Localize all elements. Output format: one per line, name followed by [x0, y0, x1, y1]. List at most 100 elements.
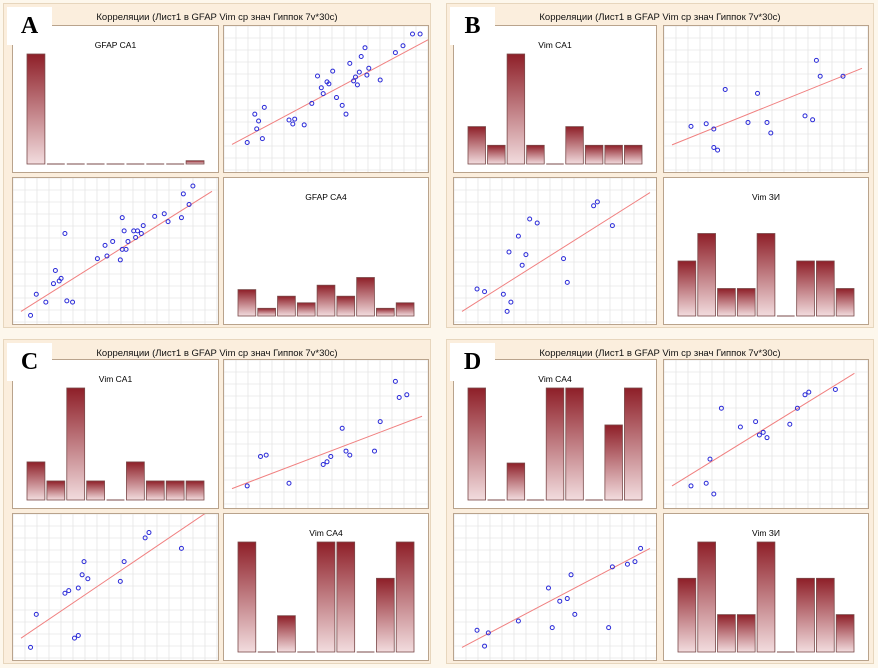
scatter-point [711, 126, 717, 132]
scatter-cell-lower [12, 513, 219, 661]
scatter-point [75, 633, 81, 639]
panel-title: Корреляции (Лист1 в GFAP Vim ср знач Гип… [539, 12, 781, 23]
scatter-point [71, 635, 77, 641]
scatter-point [707, 456, 713, 462]
histogram-bar [565, 126, 584, 165]
variable-label: Vim ЗИ [751, 192, 781, 202]
scatter-point [121, 228, 127, 234]
histogram-bar [816, 260, 835, 317]
scatter-point [482, 643, 488, 649]
scatter-point [474, 286, 480, 292]
scatter-point [564, 279, 570, 285]
scatter-cell-upper [223, 359, 429, 509]
regression-line [461, 547, 651, 648]
histogram-bar [376, 577, 395, 653]
scatter-point [688, 123, 694, 129]
scatter-point [66, 588, 72, 594]
histogram-bar [526, 144, 545, 165]
scatter-point [806, 389, 812, 395]
scatter-point [326, 81, 332, 87]
scatter-point [140, 223, 146, 229]
histogram-bar [395, 302, 415, 317]
scatter-point [688, 483, 694, 489]
histogram-bar [697, 233, 716, 317]
histogram-bar [395, 541, 415, 653]
histogram-bar [316, 541, 336, 653]
scatter-point [417, 31, 423, 37]
scatter-point [75, 585, 81, 591]
scatter-point [252, 111, 258, 117]
scatter-point [624, 561, 630, 567]
histogram-bar [165, 480, 185, 501]
histogram-bar [677, 260, 697, 317]
histogram-bar [185, 480, 205, 501]
scatter-point [301, 122, 307, 128]
scatter-point [70, 299, 76, 305]
scatter-point [104, 253, 110, 259]
scatter-point [787, 421, 793, 427]
scatter-cell-upper [663, 359, 869, 509]
scatter-point [764, 435, 770, 441]
histogram-bar [624, 144, 643, 165]
scatter-point [328, 453, 334, 459]
hist-cell-2: GFAP CA4 [223, 177, 429, 325]
variable-label: GFAP CA4 [305, 192, 347, 202]
scatter-point [343, 448, 349, 454]
histogram-bar [257, 307, 276, 317]
histogram-bar [316, 284, 336, 317]
histogram-bar [584, 144, 604, 165]
histogram-bar [487, 144, 506, 165]
variable-label: Vim ЗИ [751, 528, 781, 538]
panel-d: Корреляции (Лист1 в GFAP Vim ср знач Гип… [446, 339, 874, 664]
scatter-point [347, 60, 353, 66]
scatter-point [396, 394, 402, 400]
histogram-bar [277, 295, 296, 317]
scatter-point [711, 491, 717, 497]
scatter-point [508, 299, 514, 305]
scatter-point [178, 545, 184, 551]
histogram-bar [336, 295, 356, 317]
scatter-point [320, 461, 326, 467]
scatter-point [366, 65, 372, 71]
scatter-point [102, 242, 108, 248]
histogram-bar [697, 541, 716, 653]
scatter-point [244, 140, 250, 146]
scatter-point [117, 578, 123, 584]
scatter-point [142, 535, 148, 541]
scatter-point [33, 611, 39, 617]
scatter-point [180, 191, 186, 197]
hist-cell-1: GFAP CA1 [12, 25, 219, 173]
scatter-point [79, 572, 85, 578]
scatter-point [703, 480, 709, 486]
scatter-point [609, 223, 615, 229]
scatter-point [33, 291, 39, 297]
scatter-point [354, 82, 360, 88]
scatter-point [534, 220, 540, 226]
hist-cell-2: Vim ЗИ [663, 177, 869, 325]
scatter-point [254, 126, 260, 132]
scatter-point [261, 104, 267, 110]
variable-label: Vim CA1 [538, 40, 572, 50]
scatter-point [568, 572, 574, 578]
scatter-point [119, 215, 125, 221]
scatter-point [506, 249, 512, 255]
scatter-point [632, 559, 638, 565]
scatter-point [244, 483, 250, 489]
scatter-point [737, 424, 743, 430]
regression-line [671, 67, 863, 146]
scatter-point [347, 452, 353, 458]
scatter-point [545, 585, 551, 591]
hist-cell-1: Vim CA1 [453, 25, 657, 173]
scatter-point [606, 625, 612, 631]
histogram-bar [565, 387, 584, 501]
histogram-bar [237, 289, 257, 317]
scatter-point [190, 183, 196, 189]
scatter-point [722, 86, 728, 92]
scatter-point [557, 598, 563, 604]
regression-line [20, 514, 206, 639]
scatter-point [94, 256, 100, 262]
scatter-point [703, 121, 709, 127]
scatter-point [755, 90, 760, 96]
histogram-bar [736, 614, 756, 653]
scatter-point [165, 219, 171, 225]
